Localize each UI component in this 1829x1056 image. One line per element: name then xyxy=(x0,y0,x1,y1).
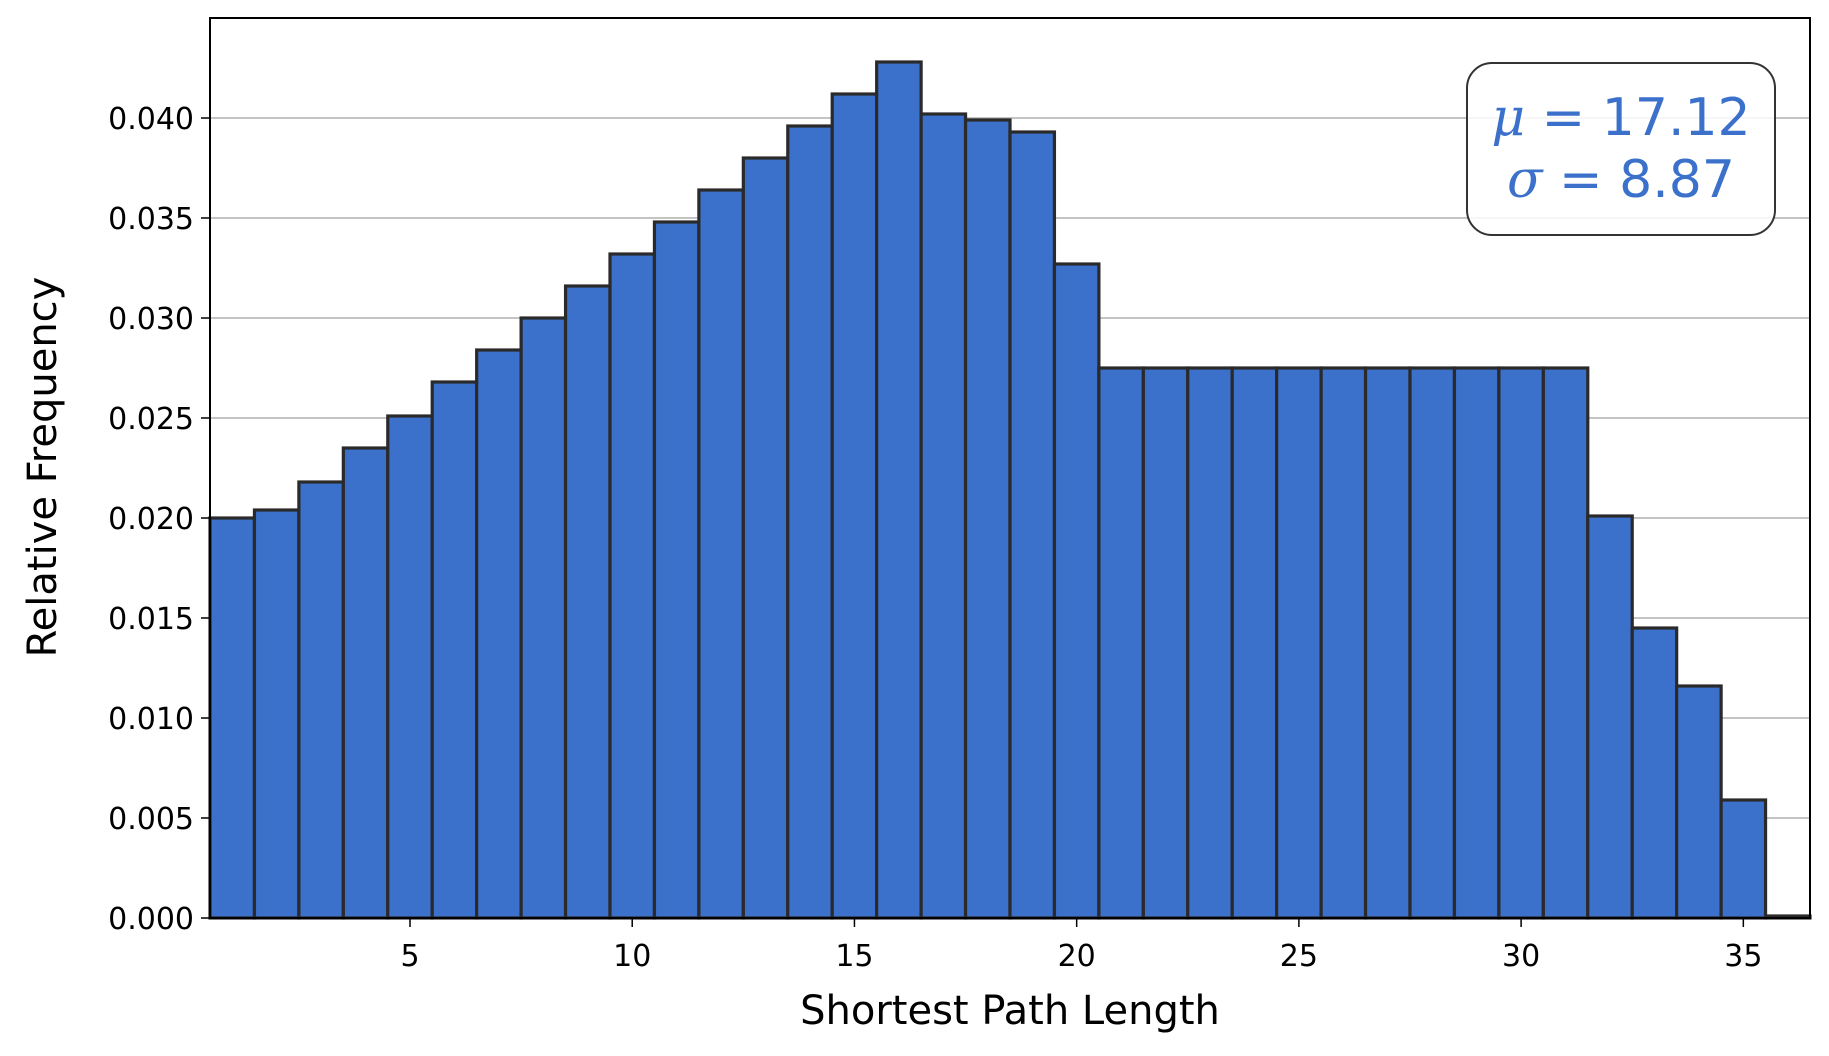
y-tick-label: 0.020 xyxy=(108,502,194,537)
bar xyxy=(1141,366,1190,920)
x-tick-label: 25 xyxy=(1280,939,1318,974)
bar xyxy=(1719,798,1768,920)
bar xyxy=(563,284,612,920)
y-tick-label: 0.030 xyxy=(108,302,194,337)
bar xyxy=(608,252,657,920)
x-axis-title: Shortest Path Length xyxy=(800,988,1220,1034)
bar xyxy=(475,348,523,920)
y-tick-label: 0.005 xyxy=(108,802,194,837)
bar xyxy=(1052,262,1101,920)
mean-label: μ = 17.12 xyxy=(1491,87,1750,149)
bar xyxy=(208,516,257,920)
bar xyxy=(1186,366,1234,920)
y-tick-label: 0.010 xyxy=(108,702,194,737)
bar xyxy=(830,92,879,920)
bar xyxy=(963,118,1012,920)
sigma-symbol: σ xyxy=(1507,150,1543,210)
bar xyxy=(1630,626,1679,920)
bar xyxy=(1275,366,1323,920)
bar xyxy=(1452,366,1501,920)
x-tick-label: 35 xyxy=(1724,939,1762,974)
std-label: σ = 8.87 xyxy=(1507,149,1735,211)
bar xyxy=(919,112,968,920)
x-tick-label: 15 xyxy=(835,939,873,974)
bar xyxy=(1497,366,1545,920)
bar xyxy=(1586,514,1634,920)
bar xyxy=(697,188,745,920)
mean-value: = 17.12 xyxy=(1525,88,1751,148)
stats-annotation: μ = 17.12 σ = 8.87 xyxy=(1466,62,1776,236)
bar xyxy=(875,60,923,920)
x-tick-label: 10 xyxy=(613,939,651,974)
bar xyxy=(519,316,568,920)
bar xyxy=(1541,366,1590,920)
bar xyxy=(297,480,345,920)
bar xyxy=(252,508,301,920)
x-tick-label: 20 xyxy=(1058,939,1096,974)
y-axis-title: Relative Frequency xyxy=(20,277,66,658)
bar xyxy=(1363,366,1412,920)
y-tick-label: 0.015 xyxy=(108,602,194,637)
bar xyxy=(386,414,434,920)
bar xyxy=(1319,366,1368,920)
bar xyxy=(786,124,834,920)
bar xyxy=(1230,366,1279,920)
y-tick-label: 0.025 xyxy=(108,402,194,437)
y-tick-label: 0.000 xyxy=(108,902,194,937)
bar xyxy=(741,156,790,920)
x-tick-label: 30 xyxy=(1502,939,1540,974)
bar xyxy=(1097,366,1145,920)
x-tick-label: 5 xyxy=(400,939,419,974)
bar xyxy=(652,220,701,920)
bar xyxy=(1008,130,1057,920)
mu-symbol: μ xyxy=(1491,88,1526,148)
bar xyxy=(1408,366,1457,920)
std-value: = 8.87 xyxy=(1542,150,1735,210)
y-tick-label: 0.040 xyxy=(108,102,194,137)
axis-ticks: 0.000 0.005 0.010 0.015 0.020 0.025 0.030 0.035… xyxy=(108,102,1762,974)
y-tick-label: 0.035 xyxy=(108,202,194,237)
bar xyxy=(430,380,479,920)
bar xyxy=(1675,684,1723,920)
bar xyxy=(341,446,390,920)
plot-frame xyxy=(209,17,1811,919)
